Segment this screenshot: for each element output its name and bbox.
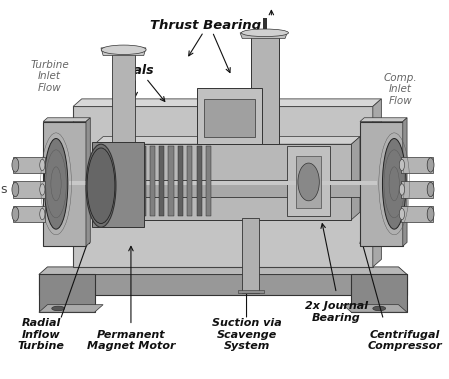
Polygon shape	[73, 106, 373, 267]
Text: 2x Journal
Bearing: 2x Journal Bearing	[305, 301, 368, 323]
Ellipse shape	[101, 45, 146, 55]
Bar	[178, 146, 183, 216]
Ellipse shape	[44, 138, 68, 229]
Polygon shape	[373, 99, 381, 267]
Bar	[206, 146, 211, 216]
Polygon shape	[43, 118, 90, 122]
Polygon shape	[43, 122, 86, 246]
Ellipse shape	[298, 163, 319, 201]
Polygon shape	[352, 274, 407, 312]
Bar	[242, 218, 260, 293]
Text: Suction via
Scavenge
System: Suction via Scavenge System	[211, 318, 282, 351]
Polygon shape	[39, 267, 407, 274]
Polygon shape	[95, 137, 360, 144]
Bar	[69, 181, 377, 185]
Bar	[204, 99, 255, 137]
Bar	[159, 146, 164, 216]
Bar	[187, 146, 192, 216]
Ellipse shape	[427, 182, 434, 197]
Text: Permanent
Magnet Motor: Permanent Magnet Motor	[87, 330, 175, 351]
Bar	[95, 144, 352, 220]
Text: Seals: Seals	[116, 64, 154, 77]
Polygon shape	[403, 118, 407, 246]
Polygon shape	[39, 274, 407, 295]
Bar	[141, 146, 145, 216]
Text: s: s	[0, 183, 7, 196]
Ellipse shape	[52, 306, 65, 311]
Bar	[251, 31, 279, 144]
Bar	[401, 181, 433, 198]
Polygon shape	[73, 99, 381, 106]
Polygon shape	[360, 122, 403, 246]
Polygon shape	[343, 305, 407, 312]
Polygon shape	[101, 48, 146, 55]
Bar	[168, 146, 174, 216]
Bar	[197, 88, 261, 144]
Polygon shape	[352, 137, 360, 220]
Bar	[92, 142, 144, 227]
Bar	[263, 18, 267, 29]
Bar	[197, 146, 202, 216]
Text: Turbine
Inlet
Flow: Turbine Inlet Flow	[30, 60, 69, 93]
Bar	[13, 206, 45, 222]
Ellipse shape	[242, 29, 288, 36]
Text: Comp.
Inlet
Flow: Comp. Inlet Flow	[384, 73, 418, 106]
Text: Radial
Inflow
Turbine: Radial Inflow Turbine	[18, 318, 65, 351]
Ellipse shape	[427, 158, 434, 172]
Ellipse shape	[87, 148, 115, 224]
Bar	[150, 146, 155, 216]
Ellipse shape	[40, 159, 45, 171]
Text: Centrifugal
Compressor: Centrifugal Compressor	[368, 330, 442, 351]
Polygon shape	[39, 305, 103, 312]
Ellipse shape	[373, 306, 386, 311]
Polygon shape	[240, 33, 287, 38]
Bar	[287, 146, 330, 216]
Ellipse shape	[383, 138, 406, 229]
Text: Thrust Bearing: Thrust Bearing	[150, 19, 261, 32]
Bar	[69, 180, 377, 197]
Ellipse shape	[40, 184, 45, 195]
Polygon shape	[360, 118, 407, 122]
Ellipse shape	[399, 159, 405, 171]
Ellipse shape	[12, 158, 19, 172]
Bar	[131, 146, 136, 216]
Ellipse shape	[40, 208, 45, 220]
Ellipse shape	[12, 207, 19, 221]
Ellipse shape	[399, 208, 405, 220]
Ellipse shape	[12, 182, 19, 197]
Bar	[401, 206, 433, 222]
Bar	[401, 157, 433, 173]
Bar	[13, 181, 45, 198]
Ellipse shape	[399, 184, 405, 195]
Polygon shape	[39, 274, 95, 312]
Polygon shape	[238, 290, 264, 293]
Bar	[103, 146, 108, 216]
Bar	[296, 155, 321, 208]
Ellipse shape	[427, 207, 434, 221]
Bar	[122, 146, 127, 216]
Ellipse shape	[86, 144, 116, 227]
Bar	[13, 157, 45, 173]
Bar	[112, 50, 135, 144]
Bar	[112, 146, 118, 216]
Polygon shape	[86, 118, 90, 246]
